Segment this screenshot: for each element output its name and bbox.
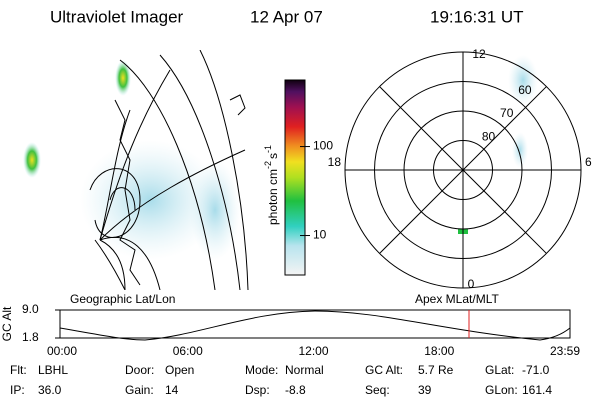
lat-label: 80 [482, 129, 496, 143]
status-label: Flt: [10, 363, 27, 377]
x-tick-label: 06:00 [173, 344, 203, 358]
polar-grid [344, 51, 582, 289]
status-value: Open [165, 363, 194, 377]
colorbar-tick-label: 10 [313, 228, 327, 242]
mlt-label: 6 [585, 155, 592, 169]
colorbar [284, 79, 306, 276]
status-label: IP: [10, 383, 25, 397]
lat-circle [403, 110, 523, 230]
status-value: 5.7 Re [418, 363, 454, 377]
y-tick-label: 1.8 [22, 330, 39, 344]
status-value: -71.0 [522, 363, 550, 377]
status-value: LBHL [38, 363, 68, 377]
status-label: Mode: [245, 363, 278, 377]
status-value: 39 [418, 383, 432, 397]
altitude-curve [59, 310, 571, 341]
mlt-label: 18 [328, 155, 342, 169]
title: Ultraviolet Imager [50, 7, 184, 26]
y-tick-label: 9.0 [22, 302, 39, 316]
x-tick-label: 23:59 [550, 344, 580, 358]
x-tick-label: 18:00 [424, 344, 454, 358]
lat-label: 70 [500, 106, 514, 120]
date: 12 Apr 07 [250, 7, 323, 26]
status-label: GLat: [485, 363, 514, 377]
status-label: Gain: [125, 383, 154, 397]
geo-map [23, 50, 249, 290]
status-value: Normal [285, 363, 324, 377]
status-label: GLon: [485, 383, 518, 397]
status-label: Door: [125, 363, 154, 377]
lat-label: 60 [518, 83, 532, 97]
lat-circle [433, 140, 493, 200]
x-tick-label: 00:00 [47, 344, 77, 358]
x-tick-label: 12:00 [298, 344, 328, 358]
geo-label: Geographic Lat/Lon [70, 292, 175, 306]
altitude-frame [59, 309, 571, 339]
time: 19:16:31 UT [430, 7, 524, 26]
status-label: GC Alt: [365, 363, 403, 377]
lat-circle [374, 81, 552, 259]
colorbar-label: photon cm-2s-1 [263, 145, 280, 225]
mlt-label: 12 [472, 47, 486, 61]
status-label: Seq: [365, 383, 390, 397]
polar-spoke [379, 86, 547, 254]
status-label: Dsp: [245, 383, 270, 397]
polar-label: Apex MLat/MLT [415, 292, 499, 306]
status-value: -8.8 [285, 383, 306, 397]
status-value: 14 [165, 383, 179, 397]
status-value: 161.4 [522, 383, 552, 397]
altitude-ylabel: GC Alt [0, 306, 14, 341]
colorbar-tick-label: 100 [313, 139, 333, 153]
mlt-label: 0 [468, 277, 475, 291]
status-value: 36.0 [38, 383, 62, 397]
